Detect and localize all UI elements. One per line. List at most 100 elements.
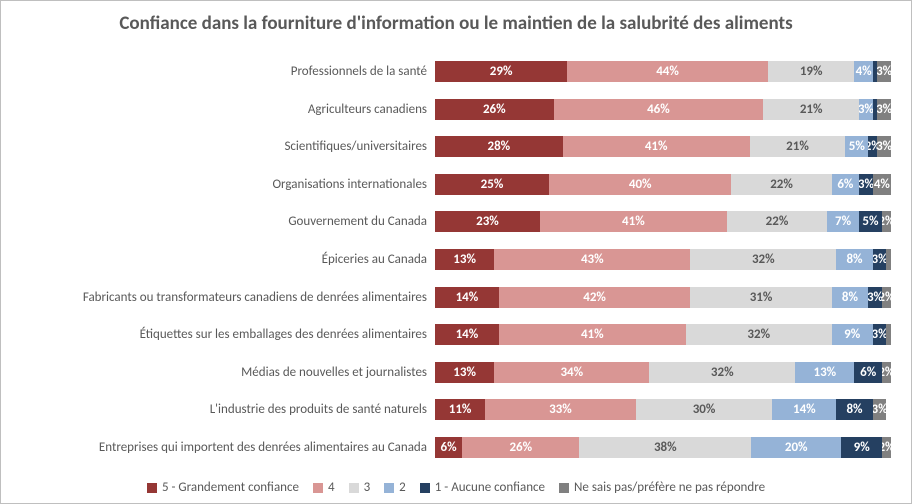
category-label: Fabricants ou transformateurs canadiens … [17, 290, 435, 305]
bar-row: Médias de nouvelles et journalistes13%34… [17, 359, 891, 385]
legend-item: 3 [349, 480, 371, 495]
bar-segment-s4: 46% [554, 99, 764, 120]
legend-swatch [147, 483, 157, 493]
bar-segment-s4: 41% [540, 211, 727, 232]
legend: 5 - Grandement confiance 4 3 2 1 - Aucune co… [17, 472, 895, 495]
bar-segment-s1: 3% [873, 324, 887, 345]
bar-segment-s2: 6% [832, 174, 859, 195]
bar-row: Entreprises qui importent des denrées al… [17, 434, 891, 460]
bar-segment-s2: 7% [827, 211, 859, 232]
legend-swatch [313, 483, 323, 493]
bar-segment-dk: 4% [873, 174, 891, 195]
legend-swatch [384, 483, 394, 493]
bar-segment-s3: 22% [727, 211, 827, 232]
bar: 6%26%38%20%9%2% [435, 437, 891, 458]
bar-segment-s4: 42% [499, 287, 691, 308]
bar-segment-s4: 40% [549, 174, 731, 195]
bar-segment-s1: 5% [859, 211, 882, 232]
legend-item: 4 [313, 480, 335, 495]
legend-swatch [559, 483, 569, 493]
bar-row: Gouvernement du Canada23%41%22%7%5%2% [17, 209, 891, 235]
legend-item: 1 - Aucune confiance [420, 480, 545, 495]
bar-segment-s4: 26% [462, 437, 579, 458]
bar-segment-s5: 14% [435, 324, 499, 345]
bar-segment-s2: 14% [772, 399, 836, 420]
bar-segment-s3: 22% [731, 174, 831, 195]
bar-segment-s5: 26% [435, 99, 554, 120]
bar-segment-s2: 9% [832, 324, 873, 345]
bar-segment-dk: 3% [877, 136, 891, 157]
bar-segment-s1: 9% [841, 437, 882, 458]
legend-label: 3 [364, 480, 371, 495]
bar-row: Étiquettes sur les emballages des denrée… [17, 322, 891, 348]
bar-segment-s4: 34% [494, 362, 649, 383]
legend-label: Ne sais pas/préfère ne pas répondre [574, 480, 765, 495]
bar: 25%40%22%6%3%4% [435, 174, 891, 195]
bar-row: Professionnels de la santé29%44%19%4%3% [17, 58, 891, 84]
bar-segment-dk [886, 324, 891, 345]
bar-segment-s3: 30% [636, 399, 773, 420]
bar-segment-s5: 25% [435, 174, 549, 195]
legend-swatch [349, 483, 359, 493]
bar-segment-s2: 3% [859, 99, 873, 120]
bar-segment-s1: 6% [854, 362, 881, 383]
legend-item: 2 [384, 480, 406, 495]
bar-segment-s5: 11% [435, 399, 485, 420]
bar-segment-s1: 3% [859, 174, 873, 195]
bar-segment-s1: 3% [868, 287, 882, 308]
bar-segment-s4: 41% [499, 324, 686, 345]
bar-segment-s1: 8% [836, 399, 872, 420]
bar-segment-s3: 21% [763, 99, 859, 120]
bar-segment-dk: 2% [882, 362, 891, 383]
bar-segment-s5: 13% [435, 362, 494, 383]
category-label: Organisations internationales [17, 177, 435, 192]
plot-area: Professionnels de la santé29%44%19%4%3% A… [17, 47, 895, 472]
bar: 14%42%31%8%3%2% [435, 287, 891, 308]
bar-segment-dk [886, 249, 891, 270]
bar-segment-dk: 2% [882, 211, 891, 232]
bar-segment-s4: 43% [494, 249, 690, 270]
bar-segment-s4: 44% [567, 61, 768, 82]
bar: 14%41%32%9%3% [435, 324, 891, 345]
bar-segment-s4: 41% [563, 136, 750, 157]
category-label: Agriculteurs canadiens [17, 102, 435, 117]
bar-row: Organisations internationales25%40%22%6%… [17, 171, 891, 197]
bar-segment-s2: 13% [795, 362, 854, 383]
bar-segment-dk: 3% [877, 61, 891, 82]
bar-segment-s5: 29% [435, 61, 567, 82]
bar-segment-s3: 32% [649, 362, 795, 383]
legend-label: 2 [399, 480, 406, 495]
bar-row: Scientifiques/universitaires28%41%21%5%2… [17, 134, 891, 160]
bar-row: Épiceries au Canada13%43%32%8%3% [17, 246, 891, 272]
category-label: Épiceries au Canada [17, 252, 435, 267]
bar: 23%41%22%7%5%2% [435, 211, 891, 232]
category-label: L'industrie des produits de santé nature… [17, 402, 435, 417]
bar-segment-s2: 8% [832, 287, 868, 308]
bar-segment-s5: 28% [435, 136, 563, 157]
bar-segment-dk: 2% [882, 287, 891, 308]
bar: 13%34%32%13%6%2% [435, 362, 891, 383]
bar: 13%43%32%8%3% [435, 249, 891, 270]
bar: 26%46%21%3%3% [435, 99, 891, 120]
legend-label: 4 [328, 480, 335, 495]
chart-frame: Confiance dans la fourniture d'informati… [0, 0, 912, 504]
bar-segment-s2: 8% [836, 249, 872, 270]
bar-row: Fabricants ou transformateurs canadiens … [17, 284, 891, 310]
bar: 29%44%19%4%3% [435, 61, 891, 82]
bar-segment-dk: 3% [873, 399, 887, 420]
category-label: Médias de nouvelles et journalistes [17, 365, 435, 380]
bar-segment-s3: 32% [690, 249, 836, 270]
legend-label: 5 - Grandement confiance [162, 480, 299, 495]
bar: 11%33%30%14%8%3% [435, 399, 891, 420]
bar-segment-s1: 2% [868, 136, 877, 157]
bar-segment-s1: 3% [873, 249, 887, 270]
category-label: Entreprises qui importent des denrées al… [17, 440, 435, 455]
legend-label: 1 - Aucune confiance [435, 480, 545, 495]
bar-segment-s5: 13% [435, 249, 494, 270]
bar: 28%41%21%5%2%3% [435, 136, 891, 157]
bar-segment-s5: 23% [435, 211, 540, 232]
bar-segment-s2: 4% [854, 61, 872, 82]
bar-row: L'industrie des produits de santé nature… [17, 397, 891, 423]
bar-segment-s2: 20% [751, 437, 841, 458]
bar-segment-dk: 3% [877, 99, 891, 120]
